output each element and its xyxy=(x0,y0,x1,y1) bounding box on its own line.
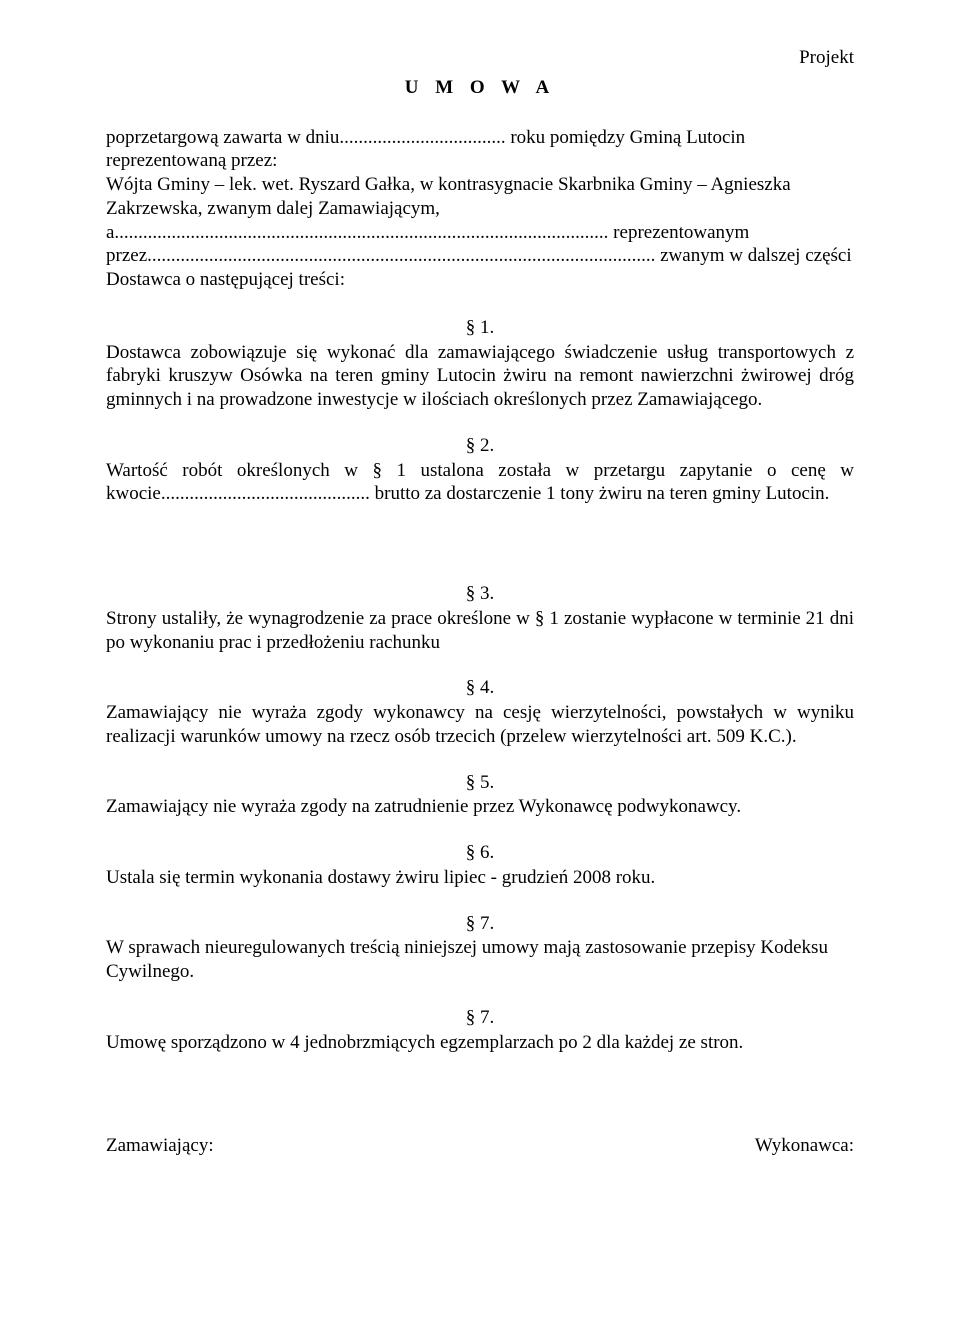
document-title: U M O W A xyxy=(106,76,854,100)
intro-paragraph: poprzetargową zawarta w dniu............… xyxy=(106,126,854,292)
section-mark: § 2. xyxy=(106,434,854,458)
section-body: W sprawach nieuregulowanych treścią nini… xyxy=(106,936,854,984)
section-mark: § 1. xyxy=(106,316,854,340)
section-body: Ustala się termin wykonania dostawy żwir… xyxy=(106,866,854,890)
section-mark: § 4. xyxy=(106,676,854,700)
section-body: Zamawiający nie wyraża zgody wykonawcy n… xyxy=(106,701,854,749)
section-body: Umowę sporządzono w 4 jednobrzmiących eg… xyxy=(106,1031,854,1055)
section-gap xyxy=(106,516,854,560)
signature-right: Wykonawca: xyxy=(755,1134,854,1158)
section-mark: § 7. xyxy=(106,1006,854,1030)
section-body: Wartość robót określonych w § 1 ustalona… xyxy=(106,459,854,507)
document-page: Projekt U M O W A poprzetargową zawarta … xyxy=(0,0,960,1331)
section-body: Strony ustaliły, że wynagrodzenie za pra… xyxy=(106,607,854,655)
section-mark: § 6. xyxy=(106,841,854,865)
section-mark: § 5. xyxy=(106,771,854,795)
signature-row: Zamawiający: Wykonawca: xyxy=(106,1134,854,1158)
section-body: Zamawiający nie wyraża zgody na zatrudni… xyxy=(106,795,854,819)
section-body: Dostawca zobowiązuje się wykonać dla zam… xyxy=(106,341,854,412)
section-mark: § 7. xyxy=(106,912,854,936)
sections-container: § 1.Dostawca zobowiązuje się wykonać dla… xyxy=(106,316,854,1055)
project-label: Projekt xyxy=(106,46,854,70)
section-mark: § 3. xyxy=(106,582,854,606)
signature-left: Zamawiający: xyxy=(106,1134,214,1158)
